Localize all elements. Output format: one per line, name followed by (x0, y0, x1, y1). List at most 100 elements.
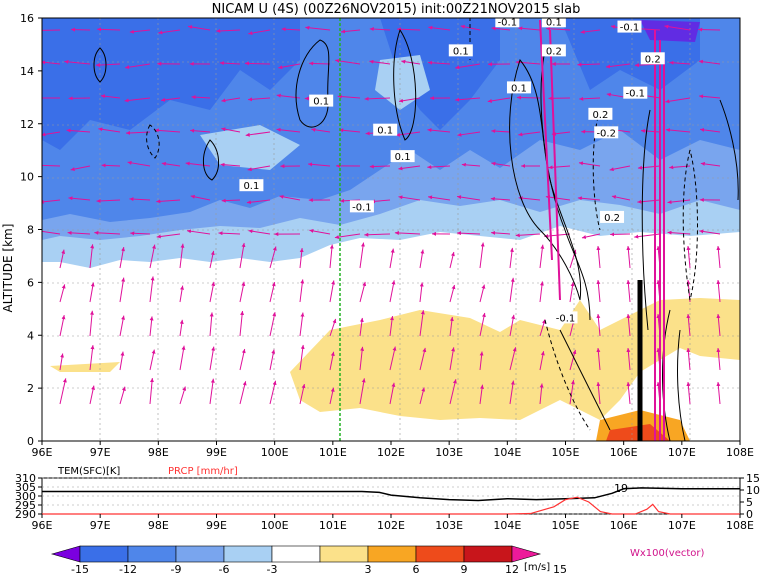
wind-vector (161, 161, 181, 167)
wind-vector (449, 316, 454, 337)
wind-vector (339, 128, 361, 133)
wind-vector (246, 199, 271, 205)
wind-vector (329, 351, 335, 371)
wind-vector (455, 97, 481, 102)
wind-vector (487, 97, 511, 103)
y-tick-label: 4 (27, 329, 34, 342)
wind-vector (149, 378, 154, 405)
y-tick-label: 12 (20, 118, 34, 131)
wind-vectors (42, 24, 721, 405)
wind-vector (179, 319, 184, 337)
wind-vector (449, 284, 456, 303)
wind-vector (611, 195, 631, 201)
wind-vector (515, 233, 541, 238)
wind-vector (664, 24, 691, 31)
colorbar: -15 -12 -9 -6 -3 3 6 9 12 15 [m/s] Wx100(vector) (50, 545, 705, 575)
wind-vector (419, 249, 425, 269)
wind-vector (716, 245, 721, 269)
wind-vector (269, 380, 277, 405)
wind-vector (209, 281, 216, 303)
wind-vector (569, 380, 575, 405)
wind-vector (596, 245, 601, 269)
wind-vector (686, 347, 691, 371)
wind-vector (401, 59, 421, 65)
bottom-left-label: TEM(SFC)[K] (57, 466, 120, 477)
wind-vector (239, 310, 245, 337)
wind-vector (551, 131, 571, 136)
wind-vector (369, 164, 391, 169)
wind-vector (248, 229, 271, 235)
contour-label: -0.1 (626, 89, 646, 100)
bottom-right-tick-label: 5 (746, 496, 753, 509)
wind-vector (427, 165, 451, 170)
bottom-right-tick-label: 0 (746, 508, 753, 521)
contour-label: -0.1 (556, 313, 576, 324)
bottom-left-tick-label: 290 (15, 508, 36, 521)
wind-vector (548, 165, 571, 170)
bottom-left-tick-label: 310 (15, 472, 36, 485)
contour-label-bg (390, 150, 415, 163)
bottom-x-tick-label: 101E (319, 519, 347, 532)
wind-vector (626, 313, 631, 337)
wind-vector (610, 232, 631, 237)
wind-vector (309, 228, 331, 235)
wind-vector (667, 199, 691, 205)
wind-vector (149, 276, 155, 303)
wind-vector (187, 25, 211, 31)
wind-vector (89, 310, 94, 337)
x-axis-ticks: 96E 97E 98E 99E 100E 101E 102E 103E 104E 105E 106E… (32, 441, 754, 459)
y-tick-label: 10 (20, 171, 34, 184)
wind-vector (491, 129, 511, 134)
wind-vector (119, 277, 126, 303)
wind-vector (509, 380, 515, 405)
wind-vector (449, 251, 455, 269)
wind-vector (605, 63, 631, 69)
wind-vector (98, 127, 121, 133)
bottom-right-tick-label: 10 (746, 484, 760, 497)
contour-label: 0.1 (243, 181, 259, 192)
colorbar-tick-label: -9 (171, 563, 182, 575)
main-panel: 0.1 0.1 0.1 0.1 -0.1 0.1 -0.1 0.1 0.2 0.1 0.2 -0.1 -… (1, 12, 754, 459)
contour-label-bg (309, 94, 334, 107)
wind-vector (359, 346, 365, 371)
colorbar-segment (367, 545, 417, 563)
wind-vector (329, 244, 334, 269)
wind-vector (276, 127, 301, 133)
wind-vector (95, 63, 121, 68)
contour-label: -0.1 (620, 23, 640, 34)
wind-vector (299, 344, 305, 371)
colorbar-segment (127, 545, 177, 563)
x-tick-label: 108E (726, 446, 754, 459)
wind-vector (359, 281, 367, 303)
wind-vector (389, 382, 396, 405)
y-tick-label: 8 (27, 224, 34, 237)
wind-vector (398, 195, 421, 201)
wind-vector (179, 345, 186, 371)
x-tick-label: 102E (377, 446, 405, 459)
wind-vector (518, 26, 541, 31)
wind-vector (579, 96, 601, 101)
colorbar-tick-label: 12 (505, 563, 519, 575)
wind-vector (596, 381, 601, 405)
precipitation-line (42, 496, 740, 515)
contour-label: -0.2 (596, 128, 616, 139)
wind-vector (515, 60, 541, 65)
wind-vector (190, 128, 211, 133)
wind-vector (686, 313, 691, 337)
bottom-x-tick-label: 105E (552, 519, 580, 532)
colorbar-segment (175, 545, 225, 563)
wind-vector (239, 281, 246, 303)
bottom-right-label: PRCP [mm/hr] (168, 466, 238, 477)
wind-vector (427, 128, 451, 133)
x-tick-label: 99E (206, 446, 227, 459)
contour-label-bg (495, 15, 520, 28)
wind-vector (626, 381, 631, 405)
wind-vector (626, 347, 631, 371)
wind-vector (461, 162, 481, 167)
wind-vector (716, 279, 721, 303)
wind-vector (191, 95, 211, 100)
wind-vector (427, 195, 451, 201)
contour-labels: 0.1 0.1 0.1 0.1 -0.1 0.1 -0.1 0.1 0.2 0.1 0.2 -0.1 -… (239, 15, 665, 324)
wind-vector (389, 280, 396, 303)
wind-vector (456, 231, 481, 236)
